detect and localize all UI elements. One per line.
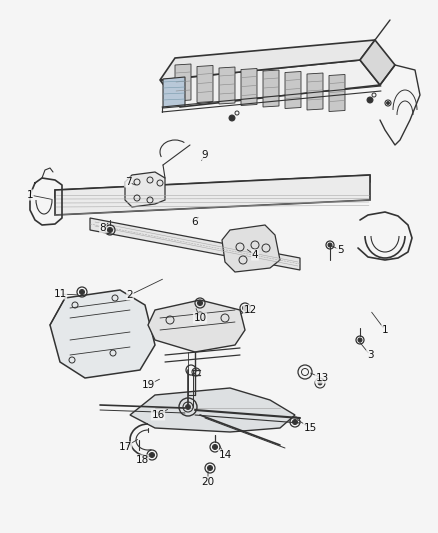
Polygon shape bbox=[90, 218, 300, 270]
Polygon shape bbox=[148, 300, 245, 352]
Text: 12: 12 bbox=[244, 305, 257, 315]
Ellipse shape bbox=[386, 101, 389, 104]
Text: 15: 15 bbox=[304, 423, 317, 433]
Polygon shape bbox=[263, 70, 279, 107]
Polygon shape bbox=[160, 60, 380, 107]
Text: 9: 9 bbox=[201, 150, 208, 160]
Polygon shape bbox=[307, 73, 323, 110]
Polygon shape bbox=[329, 75, 345, 111]
Text: 1: 1 bbox=[381, 325, 389, 335]
Polygon shape bbox=[360, 40, 395, 85]
Text: 11: 11 bbox=[53, 289, 67, 299]
Text: 4: 4 bbox=[252, 250, 258, 260]
Ellipse shape bbox=[80, 289, 85, 295]
Ellipse shape bbox=[358, 338, 362, 342]
Polygon shape bbox=[125, 172, 165, 207]
Text: 6: 6 bbox=[192, 217, 198, 227]
Ellipse shape bbox=[107, 228, 113, 232]
Polygon shape bbox=[222, 225, 280, 272]
Polygon shape bbox=[197, 66, 213, 102]
Ellipse shape bbox=[318, 381, 322, 385]
Polygon shape bbox=[50, 290, 155, 378]
Polygon shape bbox=[285, 71, 301, 109]
Text: 1: 1 bbox=[27, 190, 33, 200]
Text: 19: 19 bbox=[141, 380, 155, 390]
Text: 8: 8 bbox=[100, 223, 106, 233]
Ellipse shape bbox=[328, 243, 332, 247]
Text: 3: 3 bbox=[367, 350, 373, 360]
Text: 14: 14 bbox=[219, 450, 232, 460]
Ellipse shape bbox=[208, 465, 212, 471]
Polygon shape bbox=[175, 64, 191, 101]
Ellipse shape bbox=[212, 445, 218, 449]
Text: 10: 10 bbox=[194, 313, 207, 323]
Ellipse shape bbox=[367, 97, 373, 103]
Polygon shape bbox=[55, 175, 370, 198]
Polygon shape bbox=[55, 175, 370, 215]
Polygon shape bbox=[130, 388, 295, 432]
Polygon shape bbox=[219, 67, 235, 104]
Text: 2: 2 bbox=[127, 290, 133, 300]
Text: 17: 17 bbox=[118, 442, 132, 452]
Text: 5: 5 bbox=[337, 245, 343, 255]
Ellipse shape bbox=[293, 419, 297, 424]
Ellipse shape bbox=[186, 405, 191, 409]
Ellipse shape bbox=[229, 115, 235, 121]
Ellipse shape bbox=[198, 301, 202, 305]
Ellipse shape bbox=[243, 305, 247, 311]
Ellipse shape bbox=[149, 453, 155, 457]
Text: 16: 16 bbox=[152, 410, 165, 420]
Polygon shape bbox=[160, 40, 375, 80]
Polygon shape bbox=[241, 69, 257, 106]
Text: 18: 18 bbox=[135, 455, 148, 465]
Text: 13: 13 bbox=[315, 373, 328, 383]
Polygon shape bbox=[163, 77, 185, 108]
Text: 20: 20 bbox=[201, 477, 215, 487]
Text: 7: 7 bbox=[125, 177, 131, 187]
